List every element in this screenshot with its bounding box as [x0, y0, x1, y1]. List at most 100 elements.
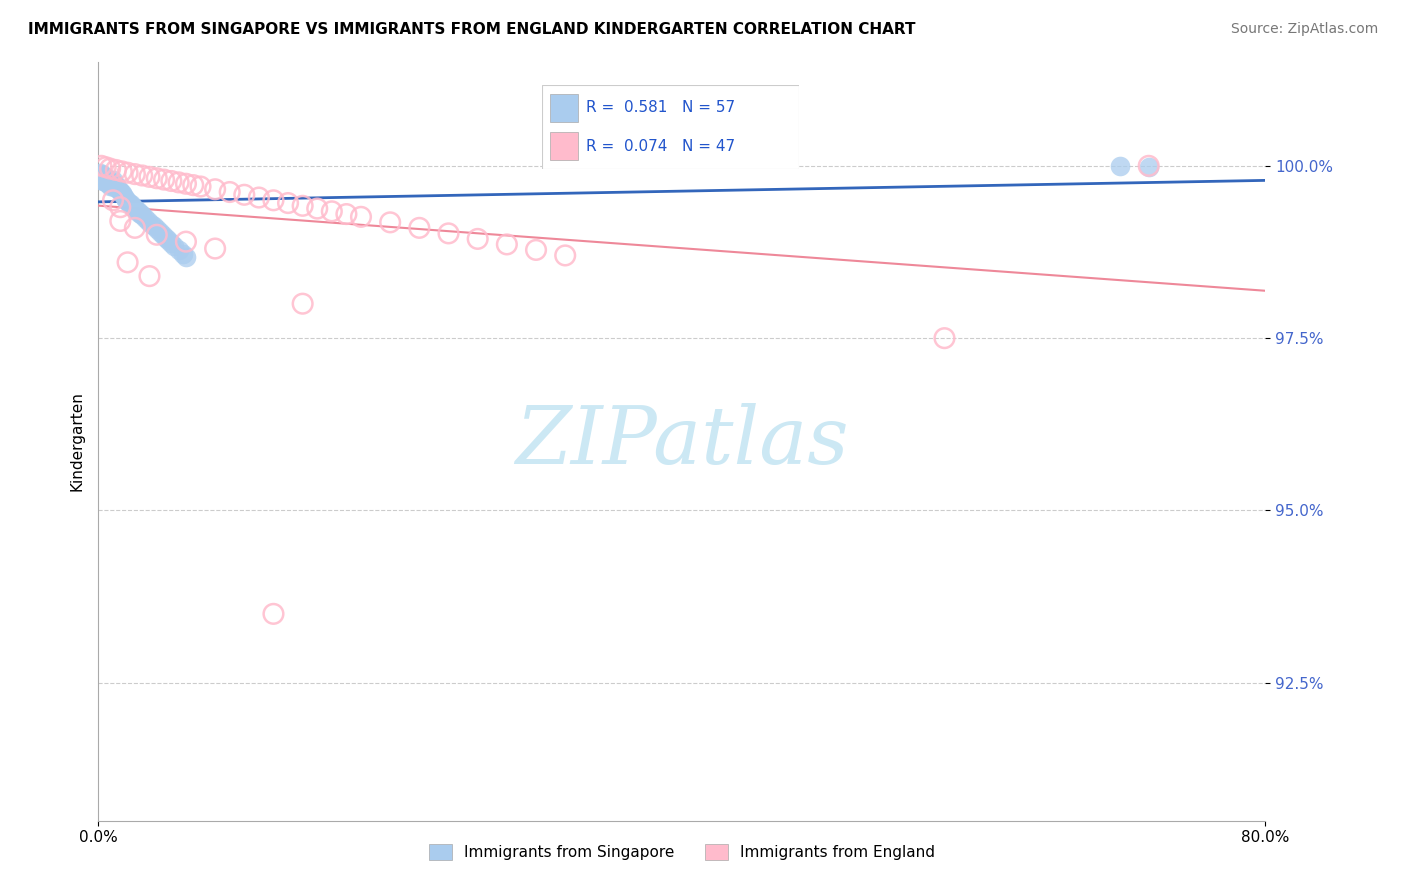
Point — [108, 183, 131, 197]
Point — [160, 235, 183, 250]
Point — [89, 169, 111, 183]
Point — [277, 196, 299, 211]
Point — [90, 159, 112, 173]
Point — [174, 250, 197, 264]
Point — [134, 211, 156, 226]
Point — [120, 197, 142, 211]
Point — [112, 188, 135, 202]
Point — [139, 217, 162, 231]
Point — [408, 220, 430, 235]
Point — [155, 230, 177, 244]
Point — [181, 178, 204, 193]
Point — [91, 171, 114, 186]
Point — [111, 164, 134, 178]
Point — [307, 202, 329, 216]
Point — [125, 202, 148, 217]
Point — [142, 219, 165, 234]
Point — [91, 168, 114, 182]
Point — [96, 176, 118, 190]
Point — [190, 179, 212, 194]
Point — [174, 235, 197, 249]
Point — [117, 194, 139, 209]
Point — [1108, 159, 1130, 173]
Point — [136, 214, 159, 228]
Point — [110, 214, 132, 228]
Point — [100, 176, 122, 190]
Point — [90, 172, 112, 186]
Point — [554, 248, 576, 262]
Text: ZIPatlas: ZIPatlas — [515, 403, 849, 480]
Point — [167, 175, 190, 189]
Point — [204, 182, 226, 196]
Point — [321, 204, 343, 219]
Point — [110, 200, 132, 214]
Point — [233, 187, 256, 202]
Point — [138, 269, 160, 284]
Point — [90, 167, 112, 181]
Point — [94, 170, 117, 185]
Point — [101, 194, 124, 208]
Point — [218, 185, 240, 199]
Point — [174, 177, 197, 191]
Point — [335, 207, 357, 221]
Point — [101, 172, 124, 186]
Point — [127, 204, 149, 219]
Point — [350, 210, 373, 224]
Point — [129, 207, 152, 221]
Point — [146, 222, 169, 236]
Point — [90, 170, 112, 185]
Point — [437, 227, 460, 241]
Point — [131, 209, 153, 223]
Point — [122, 200, 145, 214]
Point — [138, 169, 160, 184]
Point — [152, 227, 174, 242]
Point — [93, 169, 115, 183]
Point — [934, 331, 956, 345]
Point — [1137, 160, 1160, 174]
Point — [167, 243, 190, 257]
Y-axis label: Kindergarten: Kindergarten — [69, 392, 84, 491]
Point — [121, 199, 143, 213]
Point — [291, 199, 314, 213]
Point — [204, 242, 226, 256]
Text: Source: ZipAtlas.com: Source: ZipAtlas.com — [1230, 22, 1378, 37]
Point — [94, 160, 117, 174]
Point — [380, 215, 402, 229]
Point — [104, 178, 127, 193]
Point — [89, 166, 111, 180]
Point — [262, 607, 284, 621]
Point — [98, 175, 121, 189]
Point — [117, 166, 139, 180]
Point — [101, 177, 124, 191]
Point — [103, 179, 125, 194]
Point — [97, 173, 120, 187]
Legend: Immigrants from Singapore, Immigrants from England: Immigrants from Singapore, Immigrants fr… — [423, 838, 941, 866]
Point — [153, 172, 176, 186]
Point — [94, 175, 117, 189]
Text: IMMIGRANTS FROM SINGAPORE VS IMMIGRANTS FROM ENGLAND KINDERGARTEN CORRELATION CH: IMMIGRANTS FROM SINGAPORE VS IMMIGRANTS … — [28, 22, 915, 37]
Point — [172, 247, 194, 261]
Point — [105, 181, 128, 195]
Point — [98, 178, 121, 193]
Point — [124, 220, 146, 235]
Point — [128, 205, 150, 219]
Point — [124, 202, 146, 216]
Point — [247, 190, 270, 204]
Point — [163, 239, 186, 253]
Point — [104, 163, 127, 178]
Point — [110, 184, 132, 198]
Point — [496, 237, 519, 252]
Point — [115, 193, 138, 207]
Point — [262, 194, 284, 208]
Point — [160, 174, 183, 188]
Point — [91, 174, 114, 188]
Point — [146, 227, 169, 242]
Point — [114, 190, 136, 204]
Point — [1137, 159, 1160, 173]
Point — [131, 169, 153, 183]
Point — [524, 243, 547, 257]
Point — [149, 225, 172, 239]
Point — [146, 171, 169, 186]
Point — [118, 196, 141, 211]
Point — [291, 296, 314, 310]
